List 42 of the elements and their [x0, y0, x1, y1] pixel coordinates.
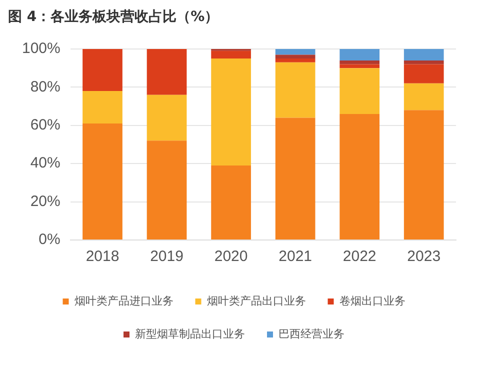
- bar: [404, 64, 444, 84]
- bar: [275, 49, 316, 55]
- bar: [275, 58, 316, 62]
- y-tick-label: 0%: [38, 231, 60, 248]
- x-tick-label: 2023: [407, 248, 441, 266]
- bar: [82, 49, 122, 92]
- bar: [146, 94, 187, 141]
- bar: [211, 58, 251, 166]
- bar: [211, 50, 251, 59]
- bar: [404, 60, 444, 64]
- x-tick-label: 2019: [150, 248, 184, 266]
- bar: [82, 123, 122, 240]
- bar: [340, 68, 380, 114]
- legend-label: 新型烟草制品出口业务: [135, 327, 245, 340]
- x-tick-label: 2021: [278, 248, 312, 266]
- x-tick-label: 2018: [86, 248, 120, 266]
- bar: [340, 49, 380, 60]
- x-tick-label: 2020: [214, 248, 248, 266]
- bar: [340, 60, 380, 64]
- y-tick-label: 80%: [30, 78, 60, 96]
- bar: [275, 62, 316, 118]
- bar: [146, 140, 187, 240]
- legend-label: 烟叶类产品出口业务: [206, 294, 306, 308]
- bar: [82, 91, 122, 124]
- chart-title: 图 4：各业务板块营收占比（%）: [8, 8, 220, 27]
- legend-label: 烟叶类产品进口业务: [74, 294, 174, 308]
- bar: [340, 64, 380, 68]
- bar: [146, 49, 187, 95]
- bar: [211, 166, 251, 240]
- legend-label: 巴西经营业务: [278, 327, 344, 340]
- bar: [404, 83, 444, 110]
- y-tick-label: 40%: [30, 154, 60, 172]
- x-tick-label: 2022: [342, 248, 376, 266]
- y-tick-label: 100%: [22, 40, 60, 58]
- bar: [404, 49, 444, 60]
- bar: [404, 110, 444, 240]
- bar: [275, 54, 316, 59]
- y-tick-label: 60%: [30, 116, 60, 134]
- bar: [340, 114, 380, 240]
- legend-label: 卷烟出口业务: [339, 294, 406, 308]
- bar: [275, 118, 316, 240]
- y-tick-label: 20%: [30, 192, 60, 210]
